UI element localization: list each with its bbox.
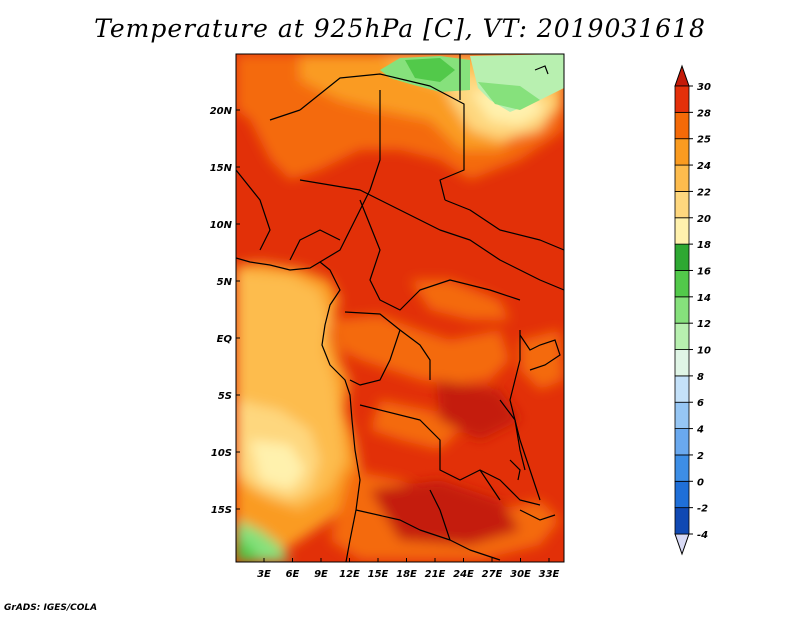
lon-tick-label: 21E [425, 569, 446, 580]
lat-tick-label: 5S [218, 391, 232, 402]
colorbar-swatch [674, 322, 690, 350]
lat-tick-label: 10N [210, 220, 233, 231]
colorbar-swatch [674, 243, 690, 271]
lat-tick-label: 10S [211, 448, 232, 459]
colorbar-swatch [674, 217, 690, 245]
lon-tick-label: 12E [339, 569, 360, 580]
colorbar-swatch [674, 164, 690, 192]
lat-tick-label: 20N [210, 106, 233, 117]
lat-tick-label: 15S [211, 505, 232, 516]
map-frame [235, 53, 565, 563]
colorbar-tick-label: 28 [697, 108, 711, 119]
colorbar-tick-label: 14 [697, 293, 711, 304]
lon-tick-label: 18E [396, 569, 417, 580]
lon-tick-label: 33E [539, 569, 560, 580]
lon-tick-label: 27E [482, 569, 503, 580]
colorbar-tick-label: 24 [697, 161, 711, 172]
lat-tick-label: EQ [217, 334, 233, 345]
colorbar-tick-label: 16 [697, 266, 711, 277]
lon-tick-label: 9E [314, 569, 328, 580]
latitude-axis: 20N 15N 10N 5N EQ 5S 10S 15S [210, 106, 240, 516]
lon-tick-label: 6E [286, 569, 300, 580]
lat-tick-label: 5N [217, 277, 233, 288]
lon-tick-label: 15E [368, 569, 389, 580]
colorbar-swatch [674, 428, 690, 456]
colorbar-swatch [674, 296, 690, 324]
colorbar-tick-label: 8 [697, 372, 704, 383]
longitude-axis: 3E 6E 9E 12E 15E 18E 21E 24E 27E 30E 33E [257, 558, 560, 580]
grads-credit: GrADS: IGES/COLA [4, 603, 98, 613]
colorbar-tick-label: 20 [697, 214, 711, 225]
colorbar-swatch [674, 454, 690, 482]
colorbar-tick-label: 10 [697, 346, 711, 357]
lon-tick-label: 3E [257, 569, 271, 580]
colorbar-tick-label: 2 [697, 451, 704, 462]
colorbar-tick-label: 6 [697, 398, 704, 409]
colorbar-top-arrow [674, 64, 690, 87]
colorbar-swatch [674, 507, 690, 535]
colorbar-swatch [674, 375, 690, 403]
colorbar-tick-label: -4 [697, 530, 708, 541]
colorbar-tick-label: -2 [697, 504, 708, 515]
colorbar-swatch [674, 191, 690, 219]
colorbar-swatch [674, 349, 690, 377]
lon-tick-label: 24E [453, 569, 474, 580]
colorbar-tick-label: 22 [697, 187, 711, 198]
colorbar-bottom-arrow [674, 533, 690, 556]
colorbar-tick-label: 18 [697, 240, 711, 251]
temperature-field [236, 54, 564, 562]
colorbar-tick-label: 25 [697, 135, 711, 146]
colorbar-swatch [674, 270, 690, 298]
map-title: Temperature at 925hPa [C], VT: 201903161… [94, 14, 706, 43]
colorbar-tick-label: 12 [697, 319, 711, 330]
colorbar-swatch [674, 111, 690, 140]
colorbar-swatch [674, 401, 690, 429]
lat-tick-label: 15N [210, 163, 233, 174]
colorbar-swatch [674, 480, 690, 509]
colorbar-swatch [674, 138, 690, 166]
lon-tick-label: 30E [510, 569, 531, 580]
colorbar-tick-label: 30 [697, 82, 711, 93]
colorbar-swatch [674, 85, 690, 113]
colorbar-tick-label: 0 [697, 477, 704, 488]
colorbar-tick-label: 4 [696, 425, 704, 436]
